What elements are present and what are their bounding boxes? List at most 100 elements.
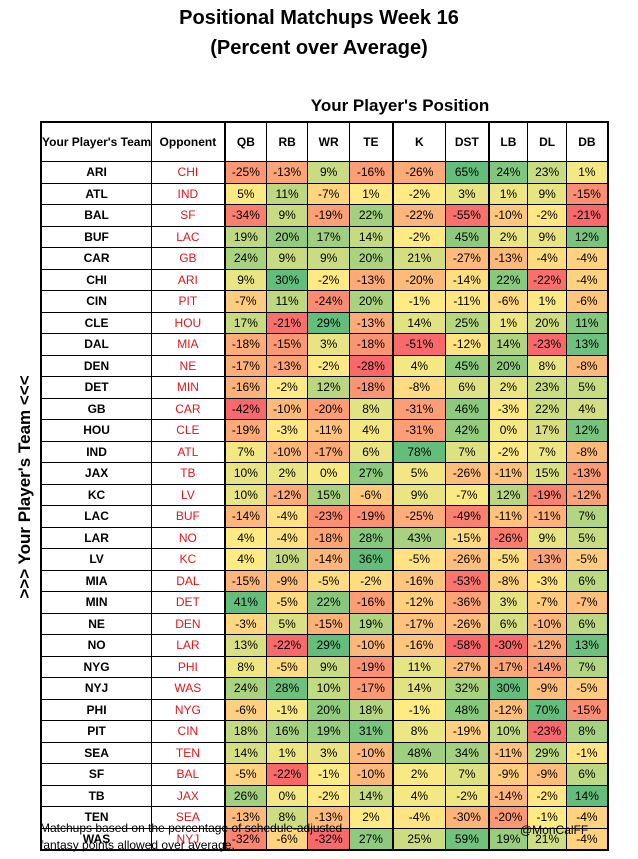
value-cell-wr: 3% — [307, 333, 351, 356]
table-row: NO LAR 13% -22% 29% -10% -16% -58% -30% -12% 13% — [40, 634, 609, 657]
team-cell: CLE — [40, 311, 153, 334]
column-header-dl: DL — [527, 121, 568, 162]
value-cell-te: -2% — [349, 569, 394, 592]
column-header-rb: RB — [266, 121, 309, 162]
value-cell-k: -16% — [392, 634, 447, 657]
value-cell-k: -5% — [392, 548, 447, 571]
value-cell-db: -5% — [566, 677, 609, 700]
value-cell-db: 7% — [566, 655, 609, 678]
value-cell-qb: -42% — [224, 397, 268, 420]
value-cell-db: -12% — [566, 483, 609, 506]
value-cell-rb: -13% — [266, 161, 309, 184]
opponent-cell: NO — [151, 526, 226, 549]
value-cell-dl: 17% — [527, 419, 568, 442]
value-cell-wr: -2% — [307, 354, 351, 377]
value-cell-k: -51% — [392, 333, 447, 356]
value-cell-dl: 1% — [527, 290, 568, 313]
value-cell-wr: 29% — [307, 311, 351, 334]
column-header-te: TE — [349, 121, 394, 162]
value-cell-k: 4% — [392, 354, 447, 377]
value-cell-rb: -5% — [266, 591, 309, 614]
value-cell-te: -19% — [349, 505, 394, 528]
opponent-cell: NE — [151, 354, 226, 377]
table-row: DET MIN -16% -2% 12% -18% -8% 6% 2% 23% 5% — [40, 376, 609, 399]
opponent-cell: GB — [151, 247, 226, 270]
value-cell-qb: 5% — [224, 182, 268, 205]
opponent-cell: MIN — [151, 376, 226, 399]
value-cell-rb: -3% — [266, 419, 309, 442]
value-cell-dst: 7% — [445, 763, 490, 786]
value-cell-db: -7% — [566, 591, 609, 614]
value-cell-rb: -22% — [266, 634, 309, 657]
value-cell-te: 6% — [349, 440, 394, 463]
team-cell: SEA — [40, 741, 153, 764]
value-cell-dl: 9% — [527, 182, 568, 205]
opponent-cell: LAR — [151, 634, 226, 657]
opponent-cell: WAS — [151, 677, 226, 700]
team-cell: HOU — [40, 419, 153, 442]
table-row: NE DEN -3% 5% -15% 19% -17% -26% 6% -10% 6% — [40, 612, 609, 635]
value-cell-db: 6% — [566, 569, 609, 592]
opponent-cell: LAC — [151, 225, 226, 248]
value-cell-qb: 8% — [224, 655, 268, 678]
value-cell-qb: 26% — [224, 784, 268, 807]
value-cell-qb: -13% — [224, 806, 268, 829]
value-cell-wr: 10% — [307, 677, 351, 700]
value-cell-db: -4% — [566, 806, 609, 829]
value-cell-te: 31% — [349, 720, 394, 743]
table-row: CIN PIT -7% 11% -24% 20% -1% -11% -6% 1% -6% — [40, 290, 609, 313]
value-cell-lb: 10% — [488, 720, 529, 743]
team-cell: PHI — [40, 698, 153, 721]
row-group-label: >>> Your Player's Team <<< — [15, 375, 34, 599]
value-cell-rb: 16% — [266, 720, 309, 743]
value-cell-dl: -19% — [527, 483, 568, 506]
value-cell-db: -13% — [566, 462, 609, 485]
value-cell-te: 19% — [349, 612, 394, 635]
opponent-cell: ARI — [151, 268, 226, 291]
value-cell-k: -1% — [392, 698, 447, 721]
value-cell-dst: 42% — [445, 419, 490, 442]
value-cell-qb: -25% — [224, 161, 268, 184]
team-cell: IND — [40, 440, 153, 463]
table-row: HOU CLE -19% -3% -11% 4% -31% 42% 0% 17% 12% — [40, 419, 609, 442]
value-cell-lb: -26% — [488, 526, 529, 549]
value-cell-qb: -6% — [224, 698, 268, 721]
value-cell-db: 5% — [566, 376, 609, 399]
value-cell-dl: -12% — [527, 634, 568, 657]
value-cell-te: 27% — [349, 462, 394, 485]
value-cell-dl: 9% — [527, 526, 568, 549]
value-cell-qb: 4% — [224, 526, 268, 549]
value-cell-dl: 7% — [527, 440, 568, 463]
value-cell-dst: -36% — [445, 591, 490, 614]
value-cell-rb: 10% — [266, 548, 309, 571]
value-cell-dst: -14% — [445, 268, 490, 291]
value-cell-wr: -18% — [307, 526, 351, 549]
value-cell-rb: 9% — [266, 204, 309, 227]
value-cell-dl: 23% — [527, 161, 568, 184]
opponent-column-header: Opponent — [151, 121, 226, 162]
column-header-lb: LB — [488, 121, 529, 162]
table-row: PIT CIN 18% 16% 19% 31% 8% -19% 10% -23% 8% — [40, 720, 609, 743]
table-row: BUF LAC 19% 20% 17% 14% -2% 45% 2% 9% 12% — [40, 225, 609, 248]
value-cell-rb: -1% — [266, 698, 309, 721]
value-cell-dst: -30% — [445, 806, 490, 829]
value-cell-dl: -2% — [527, 784, 568, 807]
value-cell-lb: -20% — [488, 806, 529, 829]
value-cell-db: 8% — [566, 720, 609, 743]
value-cell-rb: -13% — [266, 354, 309, 377]
table-row: KC LV 10% -12% 15% -6% 9% -7% 12% -19% -12% — [40, 483, 609, 506]
value-cell-dst: -7% — [445, 483, 490, 506]
team-cell: CAR — [40, 247, 153, 270]
value-cell-wr: 9% — [307, 161, 351, 184]
value-cell-k: -1% — [392, 290, 447, 313]
opponent-cell: PIT — [151, 290, 226, 313]
value-cell-rb: -21% — [266, 311, 309, 334]
value-cell-dl: -11% — [527, 505, 568, 528]
value-cell-db: 11% — [566, 311, 609, 334]
team-cell: PIT — [40, 720, 153, 743]
value-cell-wr: 19% — [307, 720, 351, 743]
value-cell-te: 1% — [349, 182, 394, 205]
value-cell-dst: 32% — [445, 677, 490, 700]
value-cell-db: -8% — [566, 354, 609, 377]
value-cell-db: 14% — [566, 784, 609, 807]
